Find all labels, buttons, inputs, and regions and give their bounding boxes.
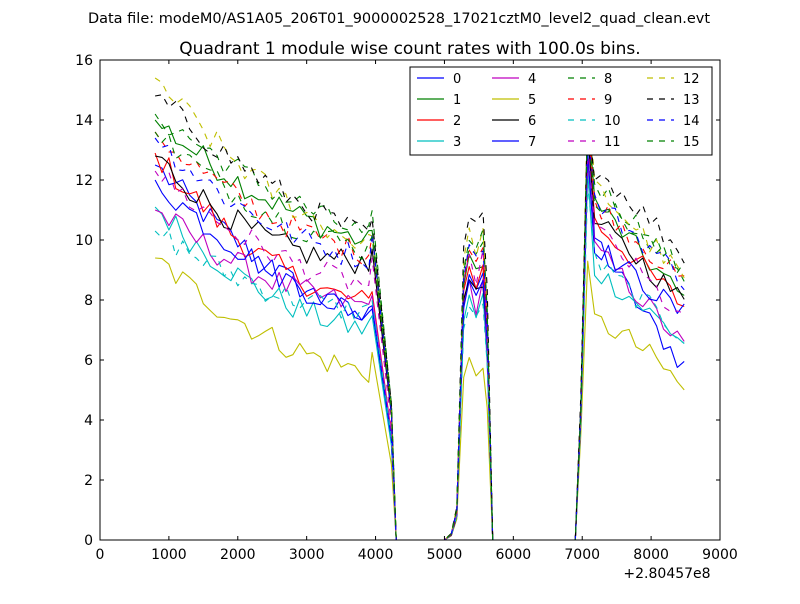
x-tick-label: 2000 [220, 547, 256, 563]
x-tick-label: 0 [96, 547, 105, 563]
legend-label-4: 4 [528, 72, 536, 87]
legend-label-13: 13 [683, 93, 700, 108]
legend-label-10: 10 [604, 114, 621, 129]
legend-label-5: 5 [528, 93, 536, 108]
legend-label-8: 8 [604, 72, 612, 87]
series-line-2 [154, 122, 685, 541]
series-line-12 [154, 77, 685, 541]
series-line-15 [154, 117, 685, 541]
series-line-8 [154, 113, 685, 541]
legend-label-1: 1 [453, 93, 461, 108]
legend-label-6: 6 [528, 114, 536, 129]
legend-label-7: 7 [528, 135, 536, 150]
legend-box [409, 66, 713, 156]
y-tick-label: 8 [84, 293, 93, 309]
plot-lines [154, 77, 685, 541]
series-line-10 [154, 184, 685, 541]
x-tick-label: 1000 [151, 547, 187, 563]
legend-label-9: 9 [604, 93, 612, 108]
chart-title: Quadrant 1 module wise count rates with … [179, 39, 640, 59]
legend-label-14: 14 [683, 114, 700, 129]
series-line-9 [154, 111, 685, 541]
series-line-7 [154, 150, 685, 541]
legend-label-0: 0 [453, 72, 461, 87]
x-tick-label: 6000 [496, 547, 532, 563]
legend-label-2: 2 [453, 114, 461, 129]
legend-label-12: 12 [683, 72, 700, 87]
x-tick-label: 7000 [564, 547, 600, 563]
x-offset-label: +2.80457e8 [623, 566, 710, 582]
y-tick-label: 6 [84, 353, 93, 369]
y-tick-label: 0 [84, 533, 93, 549]
y-tick-label: 12 [75, 173, 93, 189]
suptitle: Data file: modeM0/AS1A05_206T01_90000025… [88, 11, 710, 27]
y-tick-label: 14 [75, 113, 93, 129]
x-tick-label: 4000 [358, 547, 394, 563]
x-axis: 0 1000 2000 3000 4000 5000 6000 7000 8000 9000 [96, 60, 738, 563]
y-tick-label: 2 [84, 473, 93, 489]
legend-label-15: 15 [683, 135, 700, 150]
x-tick-label: 5000 [427, 547, 463, 563]
y-tick-label: 16 [75, 53, 93, 69]
legend-label-3: 3 [453, 135, 461, 150]
series-line-1 [154, 107, 685, 541]
legend-label-11: 11 [604, 135, 621, 150]
series-line-14 [154, 132, 685, 541]
y-tick-label: 10 [75, 233, 93, 249]
series-line-5 [155, 257, 685, 541]
x-tick-label: 8000 [633, 547, 669, 563]
series-line-6 [154, 132, 685, 541]
y-tick-label: 4 [84, 413, 93, 429]
x-tick-label: 9000 [702, 547, 738, 563]
x-tick-label: 3000 [289, 547, 325, 563]
